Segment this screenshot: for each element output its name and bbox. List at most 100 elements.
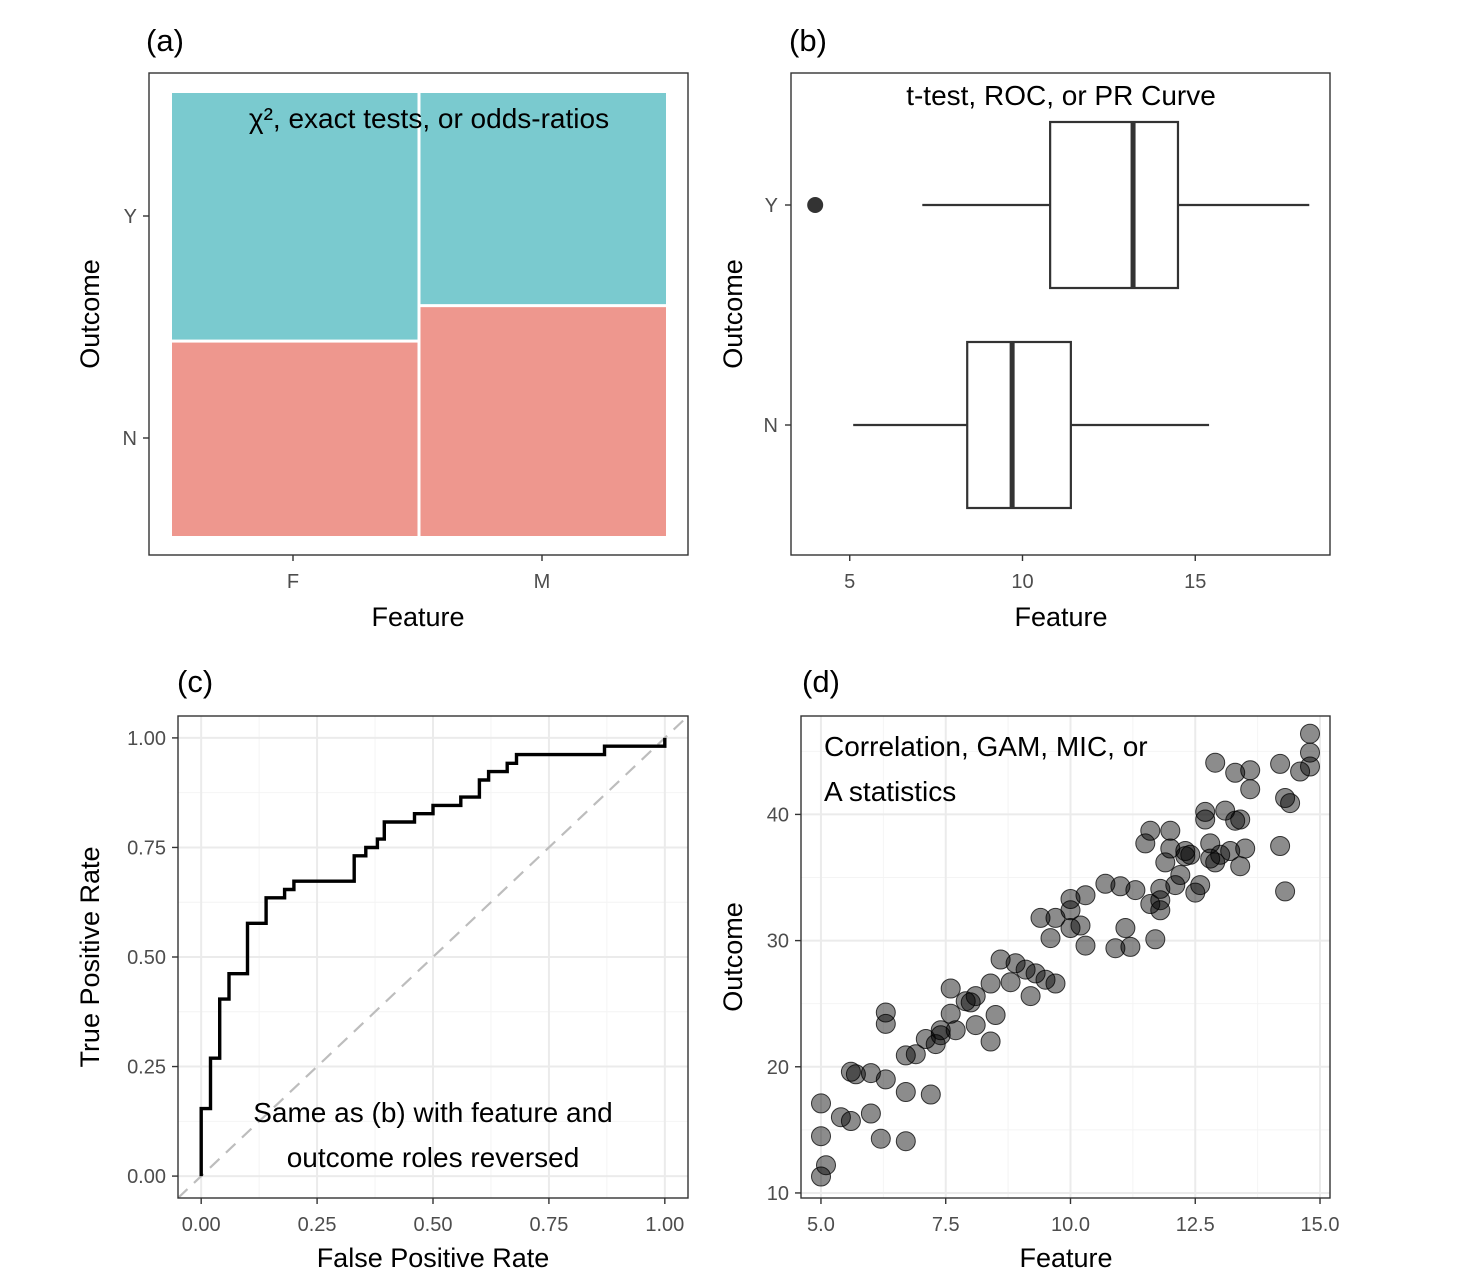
y-tick-label-b: Y [765, 195, 778, 217]
scatter-point [945, 1020, 966, 1041]
x-axis-title-b: Feature [1014, 602, 1107, 632]
annotation-d-line-1: Correlation, GAM, MIC, or [824, 731, 1148, 762]
scatter-point [1060, 900, 1081, 921]
scatter-point [845, 1064, 866, 1085]
y-tick-label-d: 20 [767, 1057, 789, 1079]
scatter-point [1300, 756, 1320, 777]
x-tick-label-d: 10.0 [1051, 1214, 1090, 1236]
scatter-point [1300, 723, 1320, 744]
y-axis-title-a: Outcome [75, 259, 105, 369]
scatter-point [1030, 907, 1051, 928]
scatter-point [1200, 833, 1221, 854]
panel-c: (c) Same as (b) with feature and outcome… [75, 664, 689, 1273]
scatter-point [1240, 779, 1261, 800]
scatter-point [1070, 915, 1091, 936]
scatter-point [875, 1002, 896, 1023]
annotation-c-line-2: outcome roles reversed [287, 1142, 580, 1173]
scatter-point [1150, 878, 1171, 899]
scatter-point [1235, 838, 1256, 859]
mosaic-tile-F-Y [172, 93, 418, 340]
x-tick-label-c: 0.00 [182, 1214, 221, 1236]
scatter-point [1025, 963, 1046, 984]
x-tick-label-c: 0.75 [529, 1214, 568, 1236]
y-axis-title-b: Outcome [718, 259, 748, 369]
scatter-point [1110, 876, 1131, 897]
annotation-c-line-1: Same as (b) with feature and [253, 1097, 613, 1128]
scatter-point [1120, 936, 1141, 957]
scatter-point [1160, 820, 1181, 841]
y-axis-title-d: Outcome [718, 902, 748, 1012]
scatter-point [1140, 820, 1161, 841]
scatter-point [980, 1031, 1001, 1052]
scatter-point [1135, 833, 1156, 854]
scatter-point [860, 1063, 881, 1084]
scatter-point [1060, 918, 1081, 938]
panel-a-border [148, 72, 689, 556]
panel-b: (b) t-test, ROC, or PR Curve 5 10 15 N Y Fea… [718, 23, 1331, 632]
annotation-d-line-2: A statistics [824, 776, 956, 807]
scatter-point [1075, 885, 1096, 906]
x-tick-label-c: 0.50 [414, 1214, 453, 1236]
x-axis-title-a: Feature [371, 602, 464, 632]
scatter-point [1240, 760, 1261, 781]
scatter-point [1180, 844, 1201, 865]
scatter-point [1015, 959, 1036, 980]
y-tick-label-c: 1.00 [127, 728, 166, 750]
mosaic-tiles [172, 93, 666, 536]
x-axis-title-d: Feature [1019, 1243, 1112, 1273]
y-tick-label-a: Y [124, 206, 137, 228]
x-tick-label-a: F [287, 571, 299, 593]
y-tick-label-b: N [764, 415, 778, 437]
panel-label-b: (b) [789, 23, 827, 58]
scatter-point [1185, 882, 1206, 903]
scatter-point [905, 1044, 926, 1065]
scatter-point [1290, 761, 1311, 782]
scatter-point [1095, 873, 1116, 894]
y-tick-label-d: 10 [767, 1183, 789, 1205]
scatter-point [1140, 894, 1161, 914]
scatter-point [1150, 890, 1171, 911]
scatter-points [811, 723, 1320, 1187]
panel-d-border [800, 715, 1331, 1199]
scatter-point [1225, 762, 1246, 783]
scatter-point [830, 1107, 851, 1128]
scatter-point [1195, 801, 1216, 822]
x-tick-label-d: 5.0 [807, 1214, 835, 1236]
panel-b-border [790, 72, 1331, 556]
scatter-point [811, 1093, 831, 1114]
boxplots [807, 120, 1310, 510]
scatter-point [1035, 969, 1056, 990]
scatter-point [1005, 953, 1026, 974]
x-axis-title-c: False Positive Rate [317, 1243, 550, 1273]
scatter-point [1145, 929, 1166, 950]
chance-diagonal-line [177, 715, 689, 1199]
x-tick-label-a: M [534, 571, 551, 593]
scatter-point [1075, 935, 1096, 956]
box-Y-outlier [807, 197, 824, 213]
scatter-point [1060, 889, 1081, 909]
scatter-point [816, 1155, 836, 1176]
scatter-point [895, 1082, 916, 1102]
y-tick-label-a: N [123, 428, 137, 450]
axes-b: 5 10 15 N Y [764, 195, 1207, 593]
mosaic-tile-M-Y [420, 93, 666, 305]
scatter-point [1195, 809, 1216, 830]
axes-c: 0.00 0.25 0.50 0.75 1.00 0.00 0.25 0.50 0.75 1.00 [127, 728, 684, 1236]
scatter-point [1270, 836, 1291, 856]
scatter-point [1275, 881, 1296, 902]
scatter-point [875, 1013, 896, 1034]
panel-label-c: (c) [177, 664, 213, 699]
y-tick-label-c: 0.00 [127, 1166, 166, 1188]
x-tick-label-b: 5 [844, 571, 855, 593]
panel-label-a: (a) [146, 23, 184, 58]
axes-d: 5.0 7.5 10.0 12.5 15.0 10 20 30 40 [767, 804, 1340, 1236]
scatter-point [1230, 856, 1251, 877]
mosaic-tile-M-N [420, 307, 666, 536]
y-tick-label-c: 0.75 [127, 837, 166, 859]
scatter-point [1220, 841, 1241, 861]
x-tick-label-c: 0.25 [298, 1214, 337, 1236]
scatter-point [930, 1020, 951, 1041]
scatter-point [1150, 900, 1171, 921]
scatter-point [1165, 875, 1186, 896]
